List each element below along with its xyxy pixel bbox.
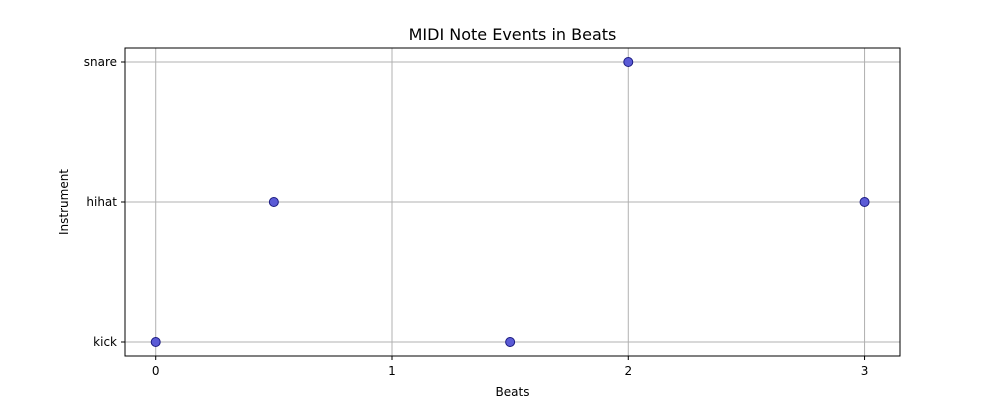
x-tick-label: 3 (861, 364, 869, 378)
x-axis-title: Beats (496, 385, 530, 399)
point-layer (150, 57, 870, 347)
x-tick-label: 2 (624, 364, 632, 378)
x-tick-label: 0 (152, 364, 160, 378)
data-point (505, 337, 516, 347)
y-axis-title: Instrument (57, 169, 71, 235)
data-point (859, 197, 870, 207)
data-point (268, 197, 279, 207)
chart-title: MIDI Note Events in Beats (409, 25, 617, 44)
tick-layer: 0 1 2 3 kick hihat snare (84, 55, 869, 378)
data-point (150, 337, 161, 347)
y-tick-label: kick (93, 335, 117, 349)
data-point (623, 57, 634, 67)
y-tick-label: hihat (86, 195, 117, 209)
y-tick-label: snare (84, 55, 117, 69)
grid-layer (125, 48, 900, 356)
x-tick-label: 1 (388, 364, 396, 378)
